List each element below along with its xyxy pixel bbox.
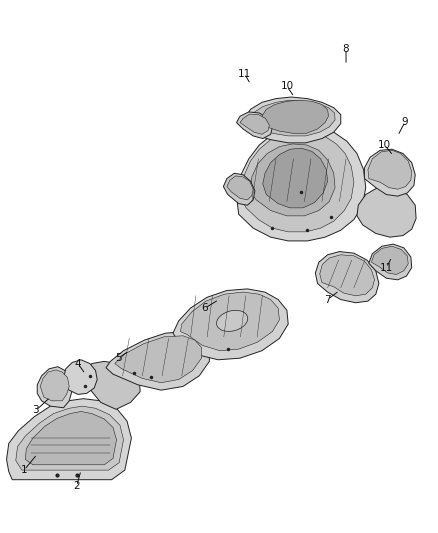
Text: 9: 9 (402, 117, 409, 126)
Polygon shape (240, 114, 269, 134)
Text: 10: 10 (378, 140, 391, 150)
Text: 4: 4 (74, 359, 81, 368)
Polygon shape (320, 255, 374, 296)
Polygon shape (263, 148, 328, 208)
Polygon shape (371, 246, 408, 274)
Polygon shape (364, 149, 415, 196)
Polygon shape (227, 176, 253, 200)
Polygon shape (249, 100, 335, 136)
Polygon shape (244, 97, 341, 143)
Text: 6: 6 (201, 303, 208, 313)
Polygon shape (251, 144, 335, 216)
Polygon shape (81, 361, 140, 409)
Polygon shape (357, 188, 416, 237)
Polygon shape (180, 292, 279, 351)
Text: 7: 7 (324, 295, 331, 304)
Polygon shape (369, 244, 412, 280)
Polygon shape (173, 289, 288, 360)
Ellipse shape (216, 310, 248, 332)
Polygon shape (64, 360, 97, 394)
Polygon shape (37, 367, 72, 408)
Text: 10: 10 (280, 82, 293, 91)
Text: 2: 2 (73, 481, 80, 491)
Text: 5: 5 (115, 353, 122, 363)
Text: 11: 11 (238, 69, 251, 78)
Polygon shape (16, 406, 124, 470)
Polygon shape (368, 150, 412, 189)
Text: 11: 11 (380, 263, 393, 272)
Polygon shape (40, 370, 69, 401)
Text: 8: 8 (343, 44, 350, 54)
Polygon shape (115, 336, 201, 383)
Text: 3: 3 (32, 406, 39, 415)
Polygon shape (262, 100, 328, 133)
Polygon shape (223, 173, 255, 205)
Polygon shape (106, 332, 209, 390)
Polygon shape (237, 112, 272, 139)
Polygon shape (242, 131, 354, 232)
Polygon shape (7, 399, 131, 480)
Polygon shape (25, 411, 117, 465)
Polygon shape (237, 125, 366, 241)
Polygon shape (315, 252, 379, 303)
Text: 1: 1 (21, 465, 28, 475)
